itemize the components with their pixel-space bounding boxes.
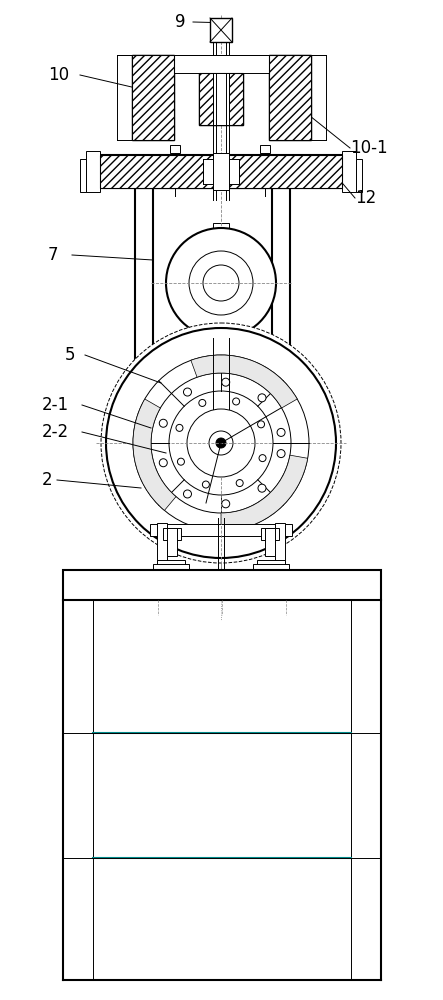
Bar: [157, 560, 185, 574]
Bar: [132, 55, 174, 140]
Circle shape: [178, 458, 184, 465]
Wedge shape: [191, 355, 297, 408]
Bar: [100, 155, 342, 188]
Text: 5: 5: [65, 346, 75, 364]
Bar: [86, 151, 100, 192]
Bar: [157, 523, 167, 572]
Bar: [257, 560, 285, 574]
Circle shape: [233, 398, 240, 405]
Bar: [100, 155, 342, 188]
Bar: [199, 73, 243, 125]
Circle shape: [151, 373, 291, 513]
Bar: [269, 55, 311, 140]
Circle shape: [258, 394, 266, 402]
Text: 12: 12: [355, 189, 376, 207]
Text: 9: 9: [175, 13, 186, 31]
Circle shape: [222, 378, 230, 386]
Circle shape: [159, 419, 167, 427]
Bar: [163, 528, 181, 540]
Bar: [153, 564, 189, 574]
Circle shape: [187, 409, 255, 477]
Circle shape: [257, 421, 264, 428]
Bar: [213, 73, 229, 125]
Wedge shape: [133, 399, 176, 510]
Bar: [170, 145, 180, 153]
Bar: [261, 528, 279, 540]
Bar: [132, 55, 174, 140]
Circle shape: [183, 388, 191, 396]
Bar: [253, 564, 289, 574]
Circle shape: [159, 459, 167, 467]
Bar: [132, 55, 311, 73]
Bar: [213, 223, 229, 343]
Wedge shape: [221, 455, 307, 531]
Text: 10: 10: [48, 66, 69, 84]
Bar: [269, 55, 311, 140]
Circle shape: [203, 265, 239, 301]
Circle shape: [259, 455, 266, 462]
Text: 10-1: 10-1: [350, 139, 388, 157]
Circle shape: [133, 355, 309, 531]
Circle shape: [183, 490, 191, 498]
Circle shape: [176, 424, 183, 431]
Circle shape: [101, 323, 341, 563]
Circle shape: [199, 399, 206, 406]
Bar: [167, 528, 177, 556]
Text: 2: 2: [42, 471, 53, 489]
Text: 2-2: 2-2: [42, 423, 69, 441]
Bar: [260, 145, 270, 153]
Bar: [275, 523, 285, 572]
Bar: [80, 159, 86, 192]
Circle shape: [222, 500, 230, 508]
Circle shape: [216, 438, 226, 448]
Circle shape: [166, 228, 276, 338]
Text: 7: 7: [48, 246, 58, 264]
Bar: [210, 18, 232, 42]
Circle shape: [106, 328, 336, 558]
Bar: [342, 151, 356, 192]
Circle shape: [202, 481, 210, 488]
Bar: [203, 159, 239, 184]
Bar: [199, 73, 243, 125]
Text: 2-1: 2-1: [42, 396, 69, 414]
Bar: [150, 524, 292, 536]
Circle shape: [236, 480, 243, 487]
Circle shape: [169, 391, 273, 495]
Circle shape: [209, 431, 233, 455]
Circle shape: [277, 428, 285, 436]
Circle shape: [189, 251, 253, 315]
Circle shape: [258, 484, 266, 492]
Circle shape: [277, 450, 285, 458]
Bar: [63, 570, 381, 600]
Bar: [213, 153, 229, 190]
Bar: [356, 159, 362, 192]
Bar: [265, 528, 275, 556]
